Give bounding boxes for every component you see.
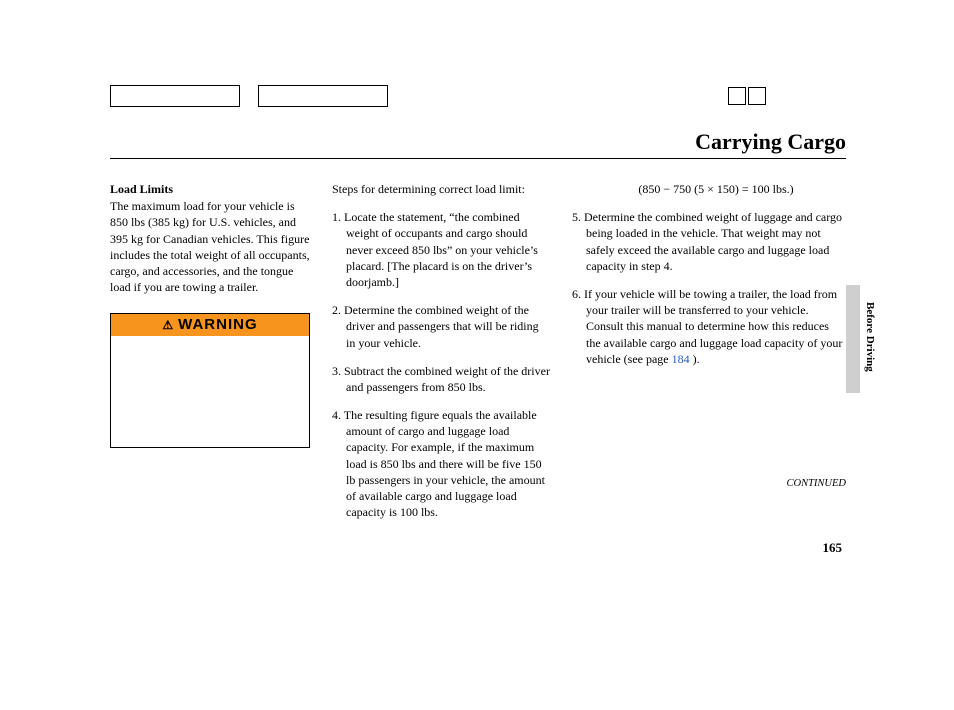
- step-4: 4. The resulting figure equals the avail…: [332, 407, 550, 520]
- manual-page: Carrying Cargo Load Limits The maximum l…: [110, 85, 846, 532]
- column-2: Steps for determining correct load limit…: [332, 181, 550, 532]
- formula-text: (850 − 750 (5 × 150) = 100 lbs.): [572, 181, 846, 197]
- page-number: 165: [823, 540, 843, 556]
- section-side-label: Before Driving: [864, 302, 876, 372]
- placeholder-box: [258, 85, 388, 107]
- steps-list-continued: 5. Determine the combined weight of lugg…: [572, 209, 846, 367]
- square-icon: [748, 87, 766, 105]
- column-1: Load Limits The maximum load for your ve…: [110, 181, 310, 532]
- steps-intro: Steps for determining correct load limit…: [332, 181, 550, 197]
- step-3: 3. Subtract the combined weight of the d…: [332, 363, 550, 395]
- column-3: (850 − 750 (5 × 150) = 100 lbs.) 5. Dete…: [572, 181, 846, 532]
- warning-triangle-icon: ⚠: [162, 317, 174, 333]
- step-1: 1. Locate the statement, “the combined w…: [332, 209, 550, 290]
- step-6-text-a: 6. If your vehicle will be towing a trai…: [572, 287, 842, 366]
- load-limits-paragraph: The maximum load for your vehicle is 850…: [110, 198, 310, 295]
- title-row: Carrying Cargo: [110, 129, 846, 159]
- warning-box: ⚠ WARNING: [110, 313, 310, 448]
- steps-list: 1. Locate the statement, “the combined w…: [332, 209, 550, 520]
- side-tab: [846, 285, 860, 393]
- step-5: 5. Determine the combined weight of lugg…: [572, 209, 846, 274]
- content-columns: Load Limits The maximum load for your ve…: [110, 181, 846, 532]
- page-title: Carrying Cargo: [695, 129, 846, 155]
- placeholder-box: [110, 85, 240, 107]
- warning-header: ⚠ WARNING: [111, 314, 309, 336]
- page-link-184[interactable]: 184: [672, 352, 690, 366]
- continued-label: CONTINUED: [572, 477, 846, 491]
- load-limits-heading: Load Limits: [110, 181, 310, 197]
- corner-squares: [728, 87, 766, 105]
- step-6-text-b: ).: [690, 352, 700, 366]
- top-placeholder-boxes: [110, 85, 388, 107]
- step-6: 6. If your vehicle will be towing a trai…: [572, 286, 846, 367]
- square-icon: [728, 87, 746, 105]
- step-2: 2. Determine the combined weight of the …: [332, 302, 550, 351]
- warning-label: WARNING: [178, 315, 258, 335]
